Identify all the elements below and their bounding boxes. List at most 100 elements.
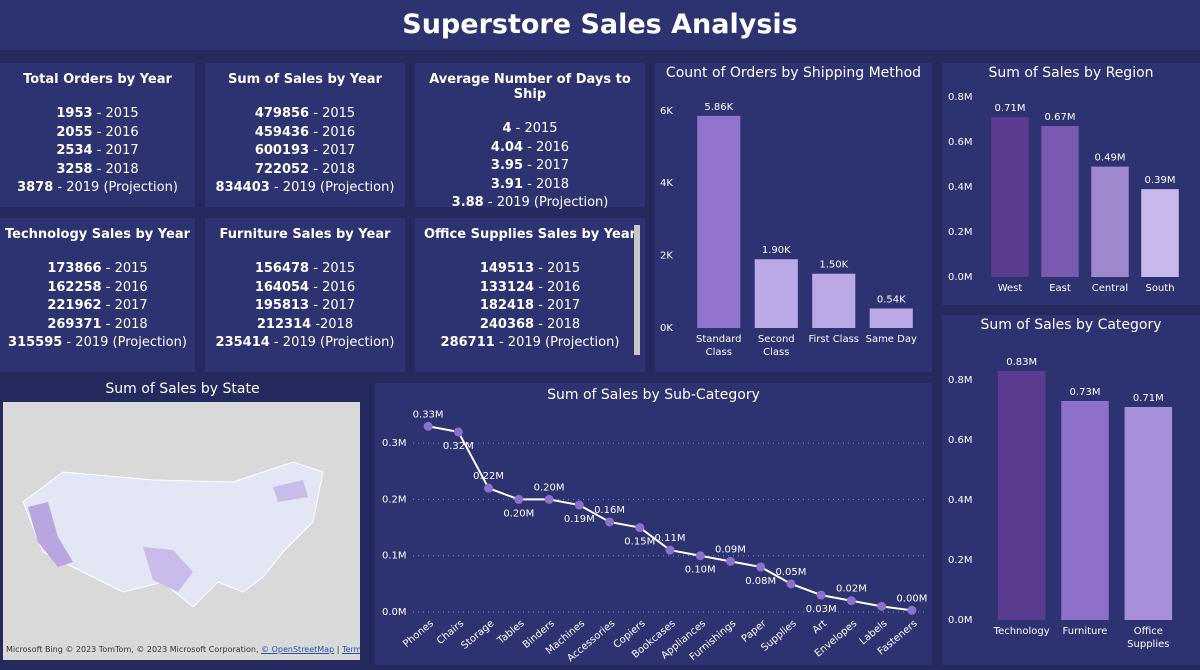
bar [997,371,1046,620]
y-tick-label: 0.0M [382,607,407,618]
card-line: 182418 - 2017 [415,297,645,316]
card-value: 3258 [56,161,93,177]
card-label: -2018 [315,316,354,332]
data-label: 0.00M [896,593,927,604]
card-line: 212314 -2018 [205,316,405,335]
attribution: Microsoft Bing © 2023 TomTom, © 2023 Mic… [6,645,360,654]
card-label: - 2018 [105,316,148,332]
bar [869,308,913,328]
y-tick-label: 0.8M [948,92,973,103]
card-line: 459436 - 2016 [205,124,405,143]
x-tick-label: Phones [401,618,436,650]
card-line: 2534 - 2017 [0,142,195,161]
card-label: - 2017 [105,298,148,313]
data-label: 0.10M [685,565,716,576]
card-value: 722052 [254,161,310,177]
marker [574,500,584,510]
marker [635,523,645,533]
card-line: 162258 - 2016 [0,279,195,298]
bar [754,259,798,328]
card-line: 133124 - 2016 [415,279,645,298]
state-ca [28,502,73,567]
card-label: - 2017 [527,158,570,173]
card-line: 173866 - 2015 [0,260,195,279]
y-tick-label: 0.3M [382,438,407,449]
data-label: 0.83M [1006,357,1037,368]
data-label: 0.09M [715,544,746,555]
card-value: 479856 [254,106,310,121]
y-tick-label: 0.4M [948,495,973,506]
state-tx [143,547,193,592]
card-line: 286711 - 2019 (Projection) [415,334,645,353]
card-label: - 2015 [515,121,558,136]
y-tick-label: 0.1M [382,551,407,562]
data-label: 0.49M [1095,153,1126,164]
card-label: - 2017 [313,298,356,313]
card-line: 221962 - 2017 [0,297,195,316]
y-tick-label: 0.2M [382,494,407,505]
us-map [22,461,324,608]
x-label-box: West [998,283,1023,294]
card-label: - 2015 [105,261,148,276]
x-label-box: Furniture [1063,626,1108,637]
data-label: 0.67M [1045,112,1076,123]
card: Average Number of Days to Ship 4 - 2015 4.… [415,63,645,210]
x-tick-label: Standard Class [696,334,742,358]
card-value: 2534 [56,143,93,158]
attribution-link[interactable]: © OpenStreetMap [261,645,335,654]
y-tick-label: 0.2M [948,227,973,238]
card: Total Orders by Year 1953 - 2015 2055 - 20… [0,63,195,207]
bar [1091,166,1129,277]
card-label: - 2016 [313,279,356,295]
card-value: 240368 [479,316,535,332]
card-label: - 2017 [313,143,356,158]
card: Furniture Sales by Year 156478 - 2015 1640… [205,218,405,372]
card-value: 235414 [215,335,270,350]
card-line: 2055 - 2016 [0,124,195,143]
card-label: - 2018 [96,161,139,177]
card-line: 4.04 - 2016 [415,139,645,158]
panel [375,383,932,665]
map-panel: Sum of Sales by State Microsoft Bing © 2… [0,377,365,665]
marker [514,494,524,504]
card-title: Total Orders by Year [23,72,172,87]
card-label: - 2019 (Projection) [66,335,187,350]
card-value: 173866 [47,261,102,276]
card-line: 722052 - 2018 [205,161,405,180]
marker [756,562,766,572]
card-line: 240368 - 2018 [415,316,645,335]
card-value: 195813 [254,298,310,313]
data-label: 0.33M [413,409,444,420]
x-tick-label: South [1145,283,1175,294]
x-tick-label: Art [811,618,830,636]
card-label: - 2019 (Projection) [273,180,395,195]
marker [695,551,705,561]
scrollbar[interactable] [634,225,640,355]
attribution-link[interactable]: Terms [341,645,360,654]
bar [1124,407,1173,620]
card-label: - 2016 [538,279,581,295]
card-label: - 2018 [527,176,570,192]
y-tick-label: 4K [660,178,673,189]
card-line: 600193 - 2017 [205,142,405,161]
card-value: 600193 [254,143,310,158]
card-value: 162258 [47,279,102,295]
x-tick-label: Second Class [757,334,795,358]
chart-title: Sum of Sales by Region [988,65,1153,81]
card-line: 149513 - 2015 [415,260,645,279]
card-value: 212314 [256,316,312,332]
bar [1041,126,1079,278]
x-tick-label: Same Day [865,334,917,345]
marker [907,605,917,615]
marker [665,545,675,555]
x-tick-label: Storage [459,618,496,652]
card-line: 1953 - 2015 [0,105,195,124]
card-line: 479856 - 2015 [205,105,405,124]
y-tick-label: 2K [660,251,673,262]
y-tick-label: 6K [660,106,673,117]
card-label: - 2016 [105,279,148,295]
bar [697,115,741,328]
card-line: 3258 - 2018 [0,161,195,180]
attribution-text: © 2023 TomTom, © 2023 Microsoft Corporat… [65,645,259,654]
